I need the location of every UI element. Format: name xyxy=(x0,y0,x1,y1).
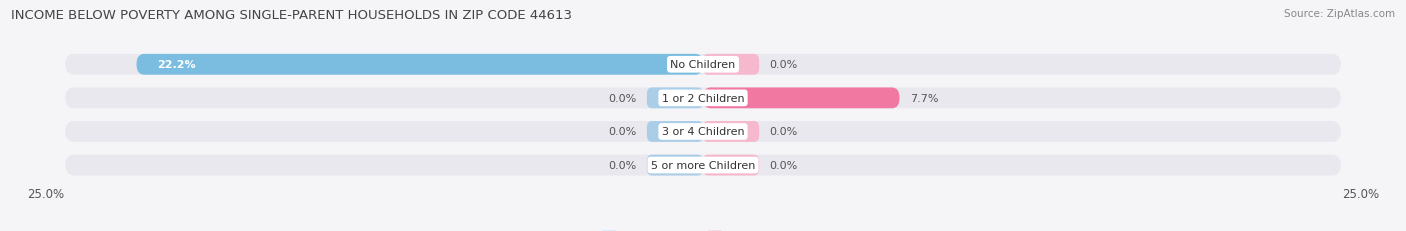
Legend: Single Father, Single Mother: Single Father, Single Mother xyxy=(598,227,808,231)
FancyBboxPatch shape xyxy=(703,122,759,142)
Text: 0.0%: 0.0% xyxy=(769,160,797,170)
FancyBboxPatch shape xyxy=(65,55,1341,75)
Text: 7.7%: 7.7% xyxy=(910,94,938,103)
Text: 0.0%: 0.0% xyxy=(769,60,797,70)
Text: 22.2%: 22.2% xyxy=(157,60,195,70)
FancyBboxPatch shape xyxy=(703,155,759,176)
FancyBboxPatch shape xyxy=(136,55,703,75)
FancyBboxPatch shape xyxy=(703,55,759,75)
FancyBboxPatch shape xyxy=(647,155,703,176)
FancyBboxPatch shape xyxy=(647,122,703,142)
Text: INCOME BELOW POVERTY AMONG SINGLE-PARENT HOUSEHOLDS IN ZIP CODE 44613: INCOME BELOW POVERTY AMONG SINGLE-PARENT… xyxy=(11,9,572,22)
Text: No Children: No Children xyxy=(671,60,735,70)
Text: 25.0%: 25.0% xyxy=(1343,187,1379,200)
FancyBboxPatch shape xyxy=(65,88,1341,109)
Text: 1 or 2 Children: 1 or 2 Children xyxy=(662,94,744,103)
FancyBboxPatch shape xyxy=(65,122,1341,142)
FancyBboxPatch shape xyxy=(647,88,703,109)
Text: 3 or 4 Children: 3 or 4 Children xyxy=(662,127,744,137)
Text: 0.0%: 0.0% xyxy=(769,127,797,137)
Text: 0.0%: 0.0% xyxy=(609,94,637,103)
Text: Source: ZipAtlas.com: Source: ZipAtlas.com xyxy=(1284,9,1395,19)
Text: 5 or more Children: 5 or more Children xyxy=(651,160,755,170)
Text: 0.0%: 0.0% xyxy=(609,160,637,170)
FancyBboxPatch shape xyxy=(65,155,1341,176)
FancyBboxPatch shape xyxy=(703,88,900,109)
Text: 25.0%: 25.0% xyxy=(27,187,63,200)
Text: 0.0%: 0.0% xyxy=(609,127,637,137)
